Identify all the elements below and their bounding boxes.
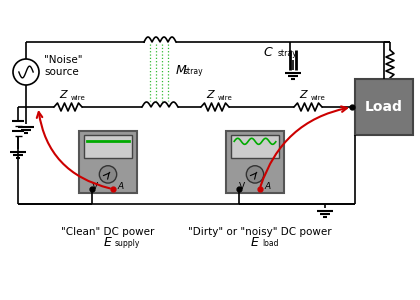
- Circle shape: [99, 166, 117, 183]
- Bar: [226, 131, 284, 193]
- Text: V: V: [92, 182, 98, 191]
- Text: wire: wire: [218, 95, 233, 101]
- Bar: [355, 79, 413, 135]
- Text: "Dirty" or "noisy" DC power: "Dirty" or "noisy" DC power: [188, 227, 332, 237]
- Text: "Noise"
source: "Noise" source: [44, 55, 82, 77]
- Text: $Z$: $Z$: [299, 88, 309, 100]
- Text: $Z$: $Z$: [59, 88, 69, 100]
- Text: wire: wire: [71, 95, 86, 101]
- Bar: [84, 135, 132, 158]
- Text: wire: wire: [311, 95, 326, 101]
- Text: V: V: [239, 182, 245, 191]
- Text: stray: stray: [278, 50, 298, 58]
- Text: A: A: [265, 182, 271, 191]
- Bar: [79, 131, 137, 193]
- Text: $E$: $E$: [250, 236, 260, 248]
- Text: $C$: $C$: [263, 46, 274, 59]
- Text: "Clean" DC power: "Clean" DC power: [61, 227, 155, 237]
- Text: A: A: [118, 182, 124, 191]
- Text: $E$: $E$: [103, 236, 113, 248]
- Text: $Z$: $Z$: [206, 88, 216, 100]
- Bar: [231, 135, 279, 158]
- Text: load: load: [262, 239, 278, 248]
- Text: $M$: $M$: [175, 64, 187, 76]
- Circle shape: [246, 166, 264, 183]
- Text: supply: supply: [115, 239, 140, 248]
- Text: Load: Load: [365, 100, 403, 114]
- Text: stray: stray: [184, 68, 204, 76]
